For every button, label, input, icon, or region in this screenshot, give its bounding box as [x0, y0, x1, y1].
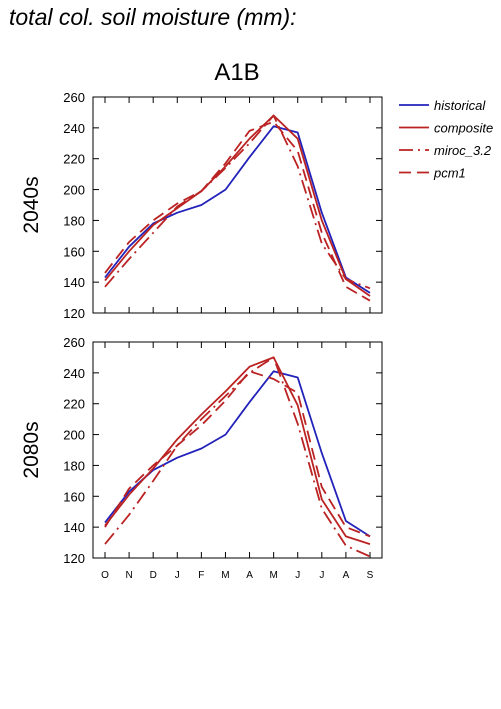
- row-label: 2040s: [20, 176, 43, 233]
- plot-frame: [92, 96, 383, 314]
- y-tick-label: 260: [63, 335, 85, 350]
- y-tick-label: 240: [63, 366, 85, 381]
- series-line-pcm1: [104, 120, 371, 302]
- x-tick-label: M: [269, 570, 277, 581]
- x-tick-label: J: [295, 570, 300, 581]
- y-tick-label: 120: [63, 551, 85, 566]
- x-tick-label: M: [221, 570, 229, 581]
- x-tick-label: N: [125, 570, 132, 581]
- y-tick-label: 200: [63, 183, 85, 198]
- scenario-label: A1B: [214, 59, 259, 86]
- plot-frame: [92, 341, 383, 559]
- panel-2040s: 120 140 160 180 200 220 240 260 2040s: [20, 90, 383, 321]
- y-tick-label: 120: [63, 306, 85, 321]
- y-tick-label: 220: [63, 397, 85, 412]
- legend-label: composite: [434, 121, 493, 136]
- x-tick-label: F: [198, 570, 204, 581]
- x-tick-label: A: [246, 570, 253, 581]
- y-tick-label: 240: [63, 121, 85, 136]
- y-tick-label: 200: [63, 428, 85, 443]
- y-tick-label: 220: [63, 152, 85, 167]
- y-tick-label: 160: [63, 244, 85, 259]
- series-line-composite: [104, 114, 371, 297]
- y-tick-label: 140: [63, 275, 85, 290]
- y-tick-label: 160: [63, 489, 85, 504]
- series-line-miroc-3-2: [104, 356, 371, 558]
- series-line-historical: [104, 125, 371, 294]
- chart-legend: historical composite miroc_3.2 pcm1: [399, 98, 493, 181]
- x-tick-label: O: [101, 570, 109, 581]
- y-tick-label: 180: [63, 458, 85, 473]
- legend-label: miroc_3.2: [434, 143, 492, 158]
- x-tick-label: A: [343, 570, 350, 581]
- x-tick-label: J: [175, 570, 180, 581]
- series-line-miroc-3-2: [104, 114, 371, 290]
- legend-label: historical: [434, 98, 486, 113]
- x-tick-label: S: [367, 570, 374, 581]
- y-tick-label: 180: [63, 213, 85, 228]
- series-line-pcm1: [104, 370, 371, 538]
- x-tick-label: D: [150, 570, 157, 581]
- row-label: 2080s: [20, 421, 43, 478]
- y-tick-label: 140: [63, 520, 85, 535]
- y-tick-label: 260: [63, 90, 85, 105]
- legend-label: pcm1: [433, 166, 466, 181]
- x-tick-label: J: [319, 570, 324, 581]
- page-title: total col. soil moisture (mm):: [9, 4, 297, 30]
- panel-2080s: 120 140 160 180 200 220 240 260 2080s O N D J F M A M J J A…: [20, 335, 383, 581]
- series-line-composite: [104, 356, 371, 545]
- chart-panels: 120 140 160 180 200 220 240 260 2040s 120 140 160 18…: [20, 90, 383, 581]
